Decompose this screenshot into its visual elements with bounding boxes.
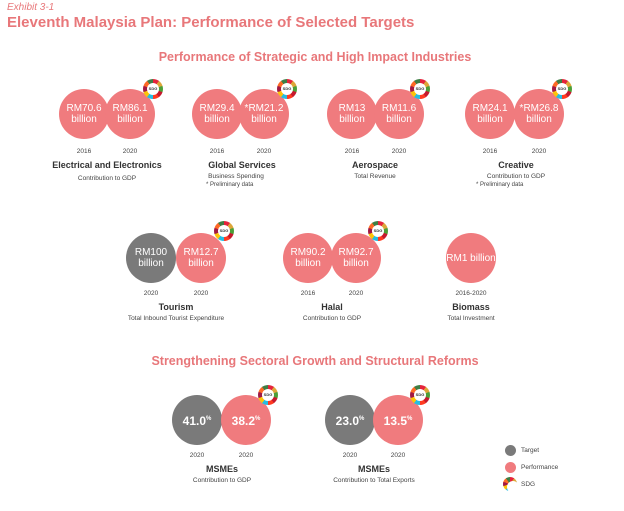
legend-target-swatch bbox=[505, 445, 516, 456]
year-label: 2016 bbox=[76, 148, 92, 155]
target-circle: 23.0% bbox=[325, 395, 375, 445]
sdg-icon bbox=[410, 385, 430, 405]
legend-target-label: Target bbox=[521, 447, 540, 454]
sdg-icon bbox=[214, 221, 234, 241]
target-circle: RM13 billion bbox=[327, 89, 377, 139]
year-label: 2020 bbox=[256, 148, 272, 155]
sdg-icon-label: SDG bbox=[148, 86, 158, 91]
year-label: 2020 bbox=[143, 290, 159, 297]
industry-name: Aerospace bbox=[351, 160, 399, 170]
year-label: 2016 bbox=[344, 148, 360, 155]
sdg-icon bbox=[258, 385, 278, 405]
percent-value: 23.0% bbox=[335, 413, 365, 428]
industry-description: Contribution to GDP bbox=[486, 173, 546, 180]
page-title: Eleventh Malaysia Plan: Performance of S… bbox=[7, 14, 415, 31]
year-label: 2020 bbox=[193, 290, 209, 297]
year-label: 2020 bbox=[348, 290, 364, 297]
sdg-icon-label: SDG bbox=[263, 392, 273, 397]
sdg-icon bbox=[368, 221, 388, 241]
target-circle: RM24.1 billion bbox=[465, 89, 515, 139]
industry-description: Contribution to GDP bbox=[302, 315, 362, 322]
percent-value: 13.5% bbox=[383, 413, 413, 428]
sdg-icon bbox=[552, 79, 572, 99]
industry-description: Total Investment bbox=[447, 315, 495, 322]
sdg-icon-label: SDG bbox=[373, 228, 383, 233]
legend-performance-swatch bbox=[505, 462, 516, 473]
industry-name: Creative bbox=[498, 160, 534, 170]
year-label: 2020 bbox=[238, 452, 254, 459]
target-circle: RM90.2 billion bbox=[283, 233, 333, 283]
target-circle: 41.0% bbox=[172, 395, 222, 445]
year-label: 2020 bbox=[531, 148, 547, 155]
sdg-icon-label: SDG bbox=[282, 86, 292, 91]
year-label: 2016 bbox=[300, 290, 316, 297]
industry-name: Halal bbox=[321, 302, 343, 312]
legend-sdg-label: SDG bbox=[521, 481, 536, 488]
year-label: 2016 bbox=[482, 148, 498, 155]
target-circle: RM100 billion bbox=[126, 233, 176, 283]
target-circle: RM70.6 billion bbox=[59, 89, 109, 139]
industry-name: Biomass bbox=[452, 302, 490, 312]
sdg-icon-label: SDG bbox=[415, 86, 425, 91]
legend-sdg-icon bbox=[503, 477, 519, 493]
sdg-icon-label: SDG bbox=[219, 228, 229, 233]
industry-description: Contribution to Total Exports bbox=[333, 477, 415, 484]
exhibit-label: Exhibit 3-1 bbox=[7, 2, 55, 13]
performance-circle: RM92.7 billion bbox=[331, 233, 381, 283]
year-label: 2020 bbox=[342, 452, 358, 459]
sdg-icon-label: SDG bbox=[557, 86, 567, 91]
sdg-icon bbox=[143, 79, 163, 99]
year-label: 2016-2020 bbox=[455, 290, 487, 297]
year-label: 2020 bbox=[391, 148, 407, 155]
sdg-icon bbox=[410, 79, 430, 99]
industry-description: Total Inbound Tourist Expenditure bbox=[127, 315, 225, 322]
industry-name: MSMEs bbox=[205, 464, 239, 474]
industry-name: Tourism bbox=[158, 302, 194, 312]
section-title-industries: Performance of Strategic and High Impact… bbox=[158, 50, 472, 64]
target-circle: RM1 billion bbox=[446, 233, 496, 283]
year-label: 2020 bbox=[189, 452, 205, 459]
sdg-icon-label: SDG bbox=[415, 392, 425, 397]
industry-description: Total Revenue bbox=[354, 173, 396, 180]
industry-description: Contribution to GDP bbox=[77, 175, 137, 182]
year-label: 2020 bbox=[122, 148, 138, 155]
legend-performance-label: Performance bbox=[521, 464, 559, 471]
sdg-icon bbox=[277, 79, 297, 99]
industry-name: MSMEs bbox=[357, 464, 391, 474]
industry-description: Contribution to GDP bbox=[192, 477, 252, 484]
industry-description: Business Spending bbox=[208, 173, 264, 180]
percent-value: 38.2% bbox=[231, 413, 261, 428]
preliminary-note: * Preliminary data bbox=[206, 182, 254, 188]
year-label: 2016 bbox=[209, 148, 225, 155]
section-title-reforms: Strengthening Sectoral Growth and Struct… bbox=[151, 354, 479, 368]
preliminary-note: * Preliminary data bbox=[476, 182, 524, 188]
industry-name: Electrical and Electronics bbox=[52, 160, 162, 170]
percent-value: 41.0% bbox=[182, 413, 212, 428]
industry-name: Global Services bbox=[208, 160, 276, 170]
year-label: 2020 bbox=[390, 452, 406, 459]
performance-circle: RM12.7 billion bbox=[176, 233, 226, 283]
target-circle: RM29.4 billion bbox=[192, 89, 242, 139]
